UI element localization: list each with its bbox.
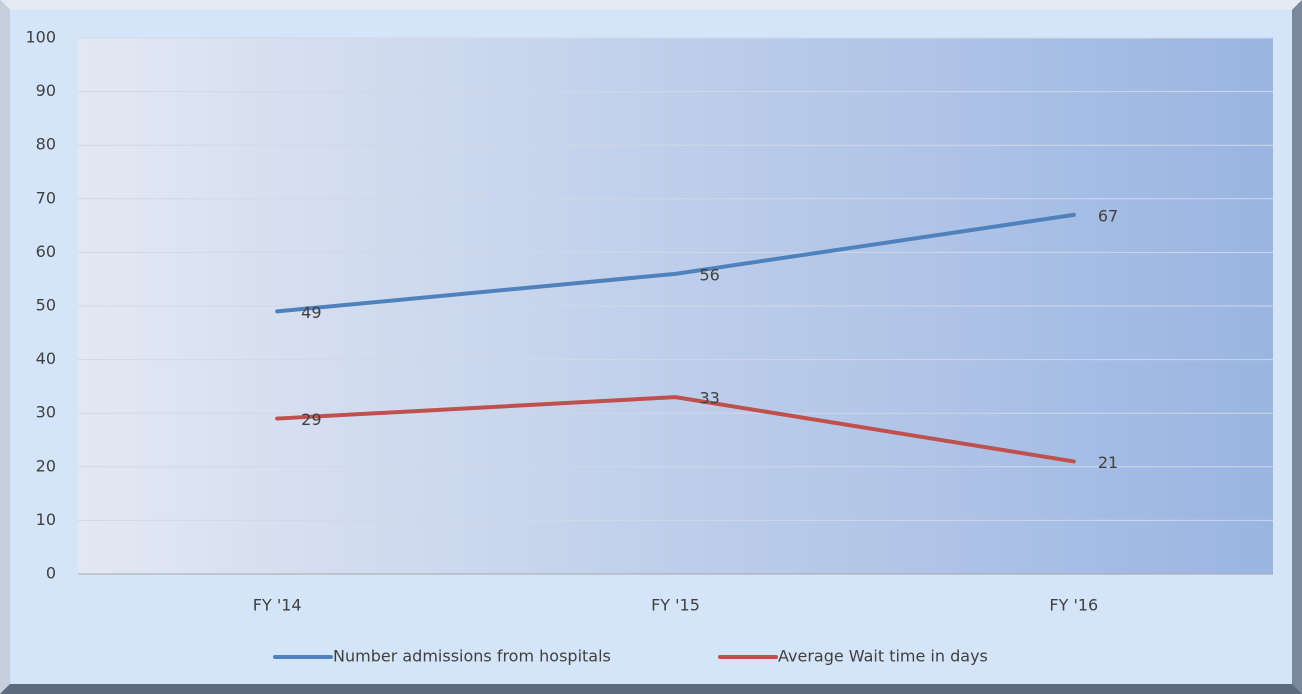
x-tick-label: FY '16	[1049, 596, 1098, 615]
y-tick-label: 50	[36, 296, 56, 315]
y-tick-label: 0	[46, 564, 56, 583]
y-tick-label: 20	[36, 456, 56, 475]
data-label: 33	[700, 389, 720, 408]
series-line	[275, 395, 1076, 464]
x-tick-label: FY '15	[651, 596, 700, 615]
bevel-top	[0, 0, 1302, 10]
bevel-left	[0, 0, 10, 694]
data-label: 49	[301, 303, 321, 322]
legend-label: Number admissions from hospitals	[333, 647, 611, 666]
y-tick-label: 80	[36, 135, 56, 154]
data-label: 56	[700, 265, 720, 284]
series-line	[275, 212, 1076, 314]
data-label: 21	[1098, 453, 1118, 472]
data-label: 29	[301, 410, 321, 429]
y-tick-label: 70	[36, 188, 56, 207]
bevel-bottom	[0, 684, 1302, 694]
y-tick-label: 60	[36, 242, 56, 261]
bevel-right	[1292, 0, 1302, 694]
x-tick-label: FY '14	[253, 596, 302, 615]
y-tick-label: 90	[36, 81, 56, 100]
y-tick-label: 30	[36, 403, 56, 422]
y-tick-label: 10	[36, 510, 56, 529]
y-tick-label: 100	[25, 28, 56, 47]
legend-label: Average Wait time in days	[778, 647, 988, 666]
y-tick-label: 40	[36, 349, 56, 368]
data-label: 67	[1098, 206, 1118, 225]
